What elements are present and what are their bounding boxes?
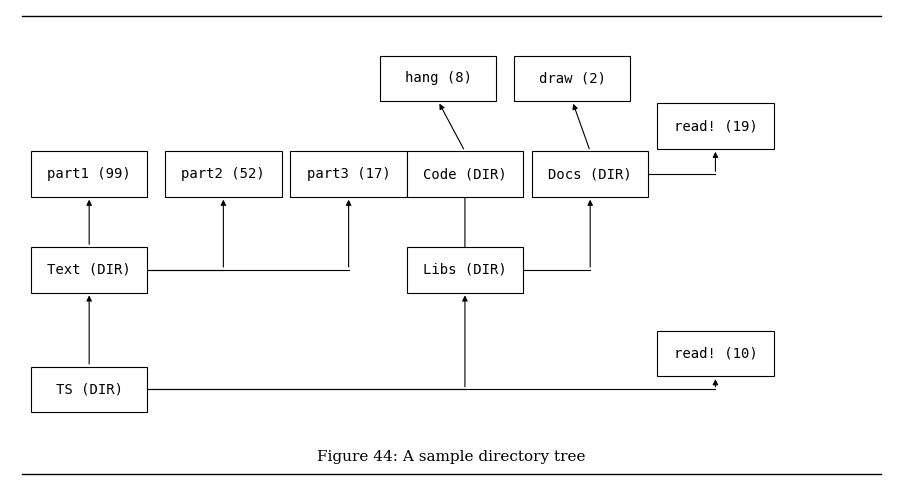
- FancyBboxPatch shape: [513, 56, 630, 101]
- Text: part3 (17): part3 (17): [307, 167, 390, 181]
- FancyBboxPatch shape: [406, 151, 522, 197]
- FancyBboxPatch shape: [531, 151, 648, 197]
- Text: Text (DIR): Text (DIR): [47, 263, 131, 277]
- FancyBboxPatch shape: [31, 367, 147, 412]
- Text: read! (10): read! (10): [673, 347, 757, 360]
- Text: TS (DIR): TS (DIR): [56, 382, 123, 396]
- Text: part2 (52): part2 (52): [181, 167, 265, 181]
- FancyBboxPatch shape: [657, 331, 773, 376]
- FancyBboxPatch shape: [165, 151, 281, 197]
- FancyBboxPatch shape: [406, 247, 522, 293]
- FancyBboxPatch shape: [657, 104, 773, 149]
- Text: Docs (DIR): Docs (DIR): [548, 167, 631, 181]
- Text: Figure 44: A sample directory tree: Figure 44: A sample directory tree: [317, 450, 585, 464]
- Text: hang (8): hang (8): [404, 72, 471, 85]
- Text: part1 (99): part1 (99): [47, 167, 131, 181]
- Text: read! (19): read! (19): [673, 119, 757, 133]
- FancyBboxPatch shape: [31, 151, 147, 197]
- FancyBboxPatch shape: [380, 56, 496, 101]
- Text: Code (DIR): Code (DIR): [422, 167, 506, 181]
- Text: draw (2): draw (2): [538, 72, 605, 85]
- FancyBboxPatch shape: [290, 151, 406, 197]
- FancyBboxPatch shape: [31, 247, 147, 293]
- Text: Libs (DIR): Libs (DIR): [422, 263, 506, 277]
